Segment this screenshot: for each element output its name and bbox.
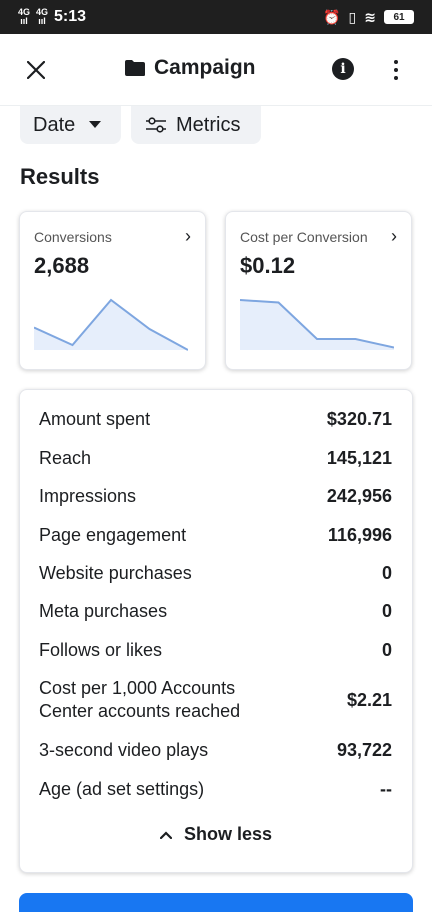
metric-value: 0: [381, 563, 392, 583]
chevron-right-icon: ›: [391, 226, 397, 246]
show-less-button[interactable]: Show less: [20, 824, 412, 845]
metric-label: Amount spent: [39, 409, 151, 429]
metric-value: 93,722: [336, 740, 392, 760]
close-button[interactable]: [22, 56, 50, 84]
metric-label: Impressions: [39, 486, 137, 506]
metric-value: $320.71: [326, 409, 392, 429]
metric-row: Website purchases 0: [39, 562, 392, 585]
metric-row: Age (ad set settings) --: [39, 778, 392, 801]
primary-action-button[interactable]: [19, 893, 413, 912]
metric-value: 0: [381, 640, 392, 660]
metrics-filter-button[interactable]: Metrics: [131, 106, 261, 144]
folder-icon: [125, 60, 145, 76]
conversions-sparkline: [34, 298, 188, 351]
more-vertical-icon: [394, 60, 398, 64]
sparkline-line: [34, 298, 188, 351]
alarm-icon: ⏰: [323, 8, 341, 25]
cost-per-conversion-sparkline: [240, 299, 394, 350]
metric-row: 3-second video plays 93,722: [39, 739, 392, 762]
results-heading: Results: [20, 164, 100, 189]
close-icon: [27, 61, 45, 79]
more-options-button[interactable]: [384, 56, 408, 84]
metric-label: Website purchases: [39, 563, 192, 583]
info-button[interactable]: i: [332, 58, 354, 80]
info-icon: i: [340, 61, 346, 77]
metric-label: 3-second video plays: [39, 740, 209, 760]
caret-down-icon: [89, 121, 102, 128]
metric-row: Page engagement 116,996: [39, 524, 392, 547]
metric-value: 116,996: [327, 525, 392, 545]
metric-row: Reach 145,121: [39, 447, 392, 470]
metric-value: 242,956: [326, 486, 392, 506]
chevron-up-icon: [159, 830, 172, 839]
card-label: Cost per Conversion: [240, 229, 368, 245]
metric-label: Cost per 1,000 Accounts Center accounts …: [39, 678, 241, 721]
vibrate-icon: ▯: [348, 8, 357, 25]
show-less-label: Show less: [183, 824, 273, 844]
metric-row: Meta purchases 0: [39, 600, 392, 623]
sparkline-area: [240, 300, 394, 350]
metric-label: Page engagement: [39, 525, 187, 545]
sparkline-area: [34, 300, 188, 350]
metric-value: 0: [381, 601, 392, 621]
metric-label: Age (ad set settings): [39, 779, 205, 799]
metric-label: Reach: [39, 448, 92, 468]
status-time: 5:13: [54, 8, 87, 25]
metric-value: $2.21: [346, 689, 392, 710]
date-filter-label: Date: [33, 113, 76, 136]
card-value: $0.12: [240, 253, 296, 278]
app-header: Campaign i: [0, 34, 432, 106]
metric-value: 145,121: [326, 448, 392, 468]
metric-value: --: [380, 779, 392, 799]
sliders-icon: [146, 117, 166, 133]
signal-4g-icon: 4G ııl: [36, 7, 49, 26]
card-label: Conversions: [34, 229, 112, 245]
metric-label: Follows or likes: [39, 640, 163, 660]
metric-row: Cost per 1,000 Accounts Center accounts …: [39, 677, 392, 723]
battery-icon: 61: [384, 10, 414, 24]
metric-row: Amount spent $320.71: [39, 408, 392, 431]
chevron-right-icon: ›: [185, 226, 191, 246]
metric-row: Impressions 242,956: [39, 485, 392, 508]
sparkline-line: [240, 299, 394, 349]
wifi-icon: ≋: [364, 8, 376, 25]
metrics-card: Amount spent $320.71 Reach 145,121 Impre…: [19, 389, 413, 873]
conversions-card[interactable]: Conversions › 2,688: [19, 211, 206, 370]
metric-row: Follows or likes 0: [39, 639, 392, 662]
metrics-filter-label: Metrics: [176, 113, 241, 136]
page-title-text: Campaign: [154, 56, 256, 79]
cost-per-conversion-card[interactable]: Cost per Conversion › $0.12: [225, 211, 412, 370]
status-bar: 4G ııl 4G ııl 5:13 ⏰ ▯ ≋ 61: [0, 0, 432, 34]
filter-row: Date Metrics: [0, 106, 432, 144]
metric-label: Meta purchases: [39, 601, 168, 621]
signal-4g-icon: 4G ııl: [18, 7, 31, 26]
page-title: Campaign: [124, 56, 256, 80]
card-value: 2,688: [34, 253, 90, 278]
date-filter-button[interactable]: Date: [20, 106, 121, 144]
